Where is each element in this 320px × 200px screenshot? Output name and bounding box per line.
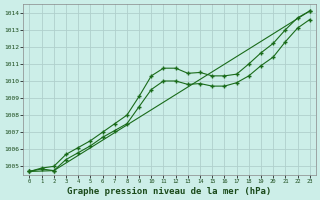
X-axis label: Graphe pression niveau de la mer (hPa): Graphe pression niveau de la mer (hPa) <box>68 187 272 196</box>
